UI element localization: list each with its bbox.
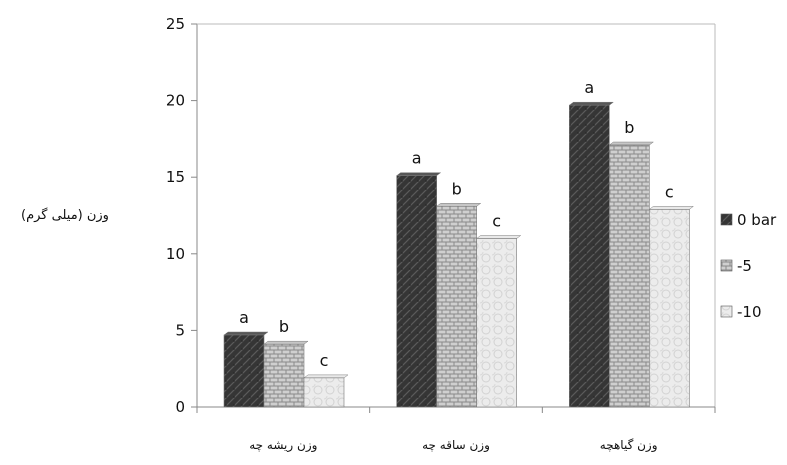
legend-entry: -5 xyxy=(737,257,752,275)
bar xyxy=(609,144,650,408)
bar xyxy=(223,334,265,408)
bar-significance-label: a xyxy=(239,308,249,327)
legend-swatch xyxy=(720,259,733,272)
y-axis-label: وزن (میلی گرم) xyxy=(21,207,109,223)
bar xyxy=(436,206,477,408)
bar-top-face xyxy=(648,206,695,210)
y-axis-label-group: وزن (میلی گرم) xyxy=(21,207,109,223)
bar-significance-label: c xyxy=(665,182,674,201)
bar-top-face xyxy=(435,203,482,207)
bar-significance-label: b xyxy=(624,118,634,137)
legend-entry: -10 xyxy=(737,303,762,321)
bar-significance-label: a xyxy=(584,78,594,97)
y-tick-label: 0 xyxy=(175,398,185,416)
bar xyxy=(396,175,437,408)
bar-top-face xyxy=(475,235,522,239)
x-category-label: وزن ساقه چه xyxy=(422,438,490,453)
bar-significance-label: b xyxy=(279,317,289,336)
bar-significance-label: a xyxy=(412,149,422,168)
y-tick-label: 5 xyxy=(175,321,185,339)
plot-area: 0 5 10 15 20 25 a b c وزن ریشه چه a b c وزن ساقه چه a b… xyxy=(166,15,716,453)
bar-top-face xyxy=(223,331,269,336)
legend: 0 bar -5 -10 xyxy=(720,211,777,321)
y-tick-label: 25 xyxy=(166,15,185,33)
legend-swatch xyxy=(720,213,733,226)
bar-top-face xyxy=(263,340,309,345)
bar xyxy=(569,104,610,408)
bar-top-face xyxy=(303,374,349,379)
bar-top-face xyxy=(608,141,655,146)
bar-significance-label: c xyxy=(492,211,501,230)
y-tick-label: 10 xyxy=(166,245,185,263)
bar xyxy=(476,238,517,408)
legend-swatch xyxy=(720,305,733,318)
y-tick-label: 20 xyxy=(166,92,185,110)
x-category-label: وزن گیاهچه xyxy=(600,438,658,453)
bar-significance-label: c xyxy=(320,351,329,370)
bar xyxy=(649,209,690,408)
bar-significance-label: b xyxy=(452,179,462,198)
legend-entry: 0 bar xyxy=(737,211,777,229)
y-tick-label: 15 xyxy=(166,168,185,186)
bar xyxy=(303,377,345,408)
bar-top-face xyxy=(395,172,442,176)
x-category-label: وزن ریشه چه xyxy=(249,438,317,453)
bar xyxy=(263,343,305,408)
bar-top-face xyxy=(568,101,615,106)
